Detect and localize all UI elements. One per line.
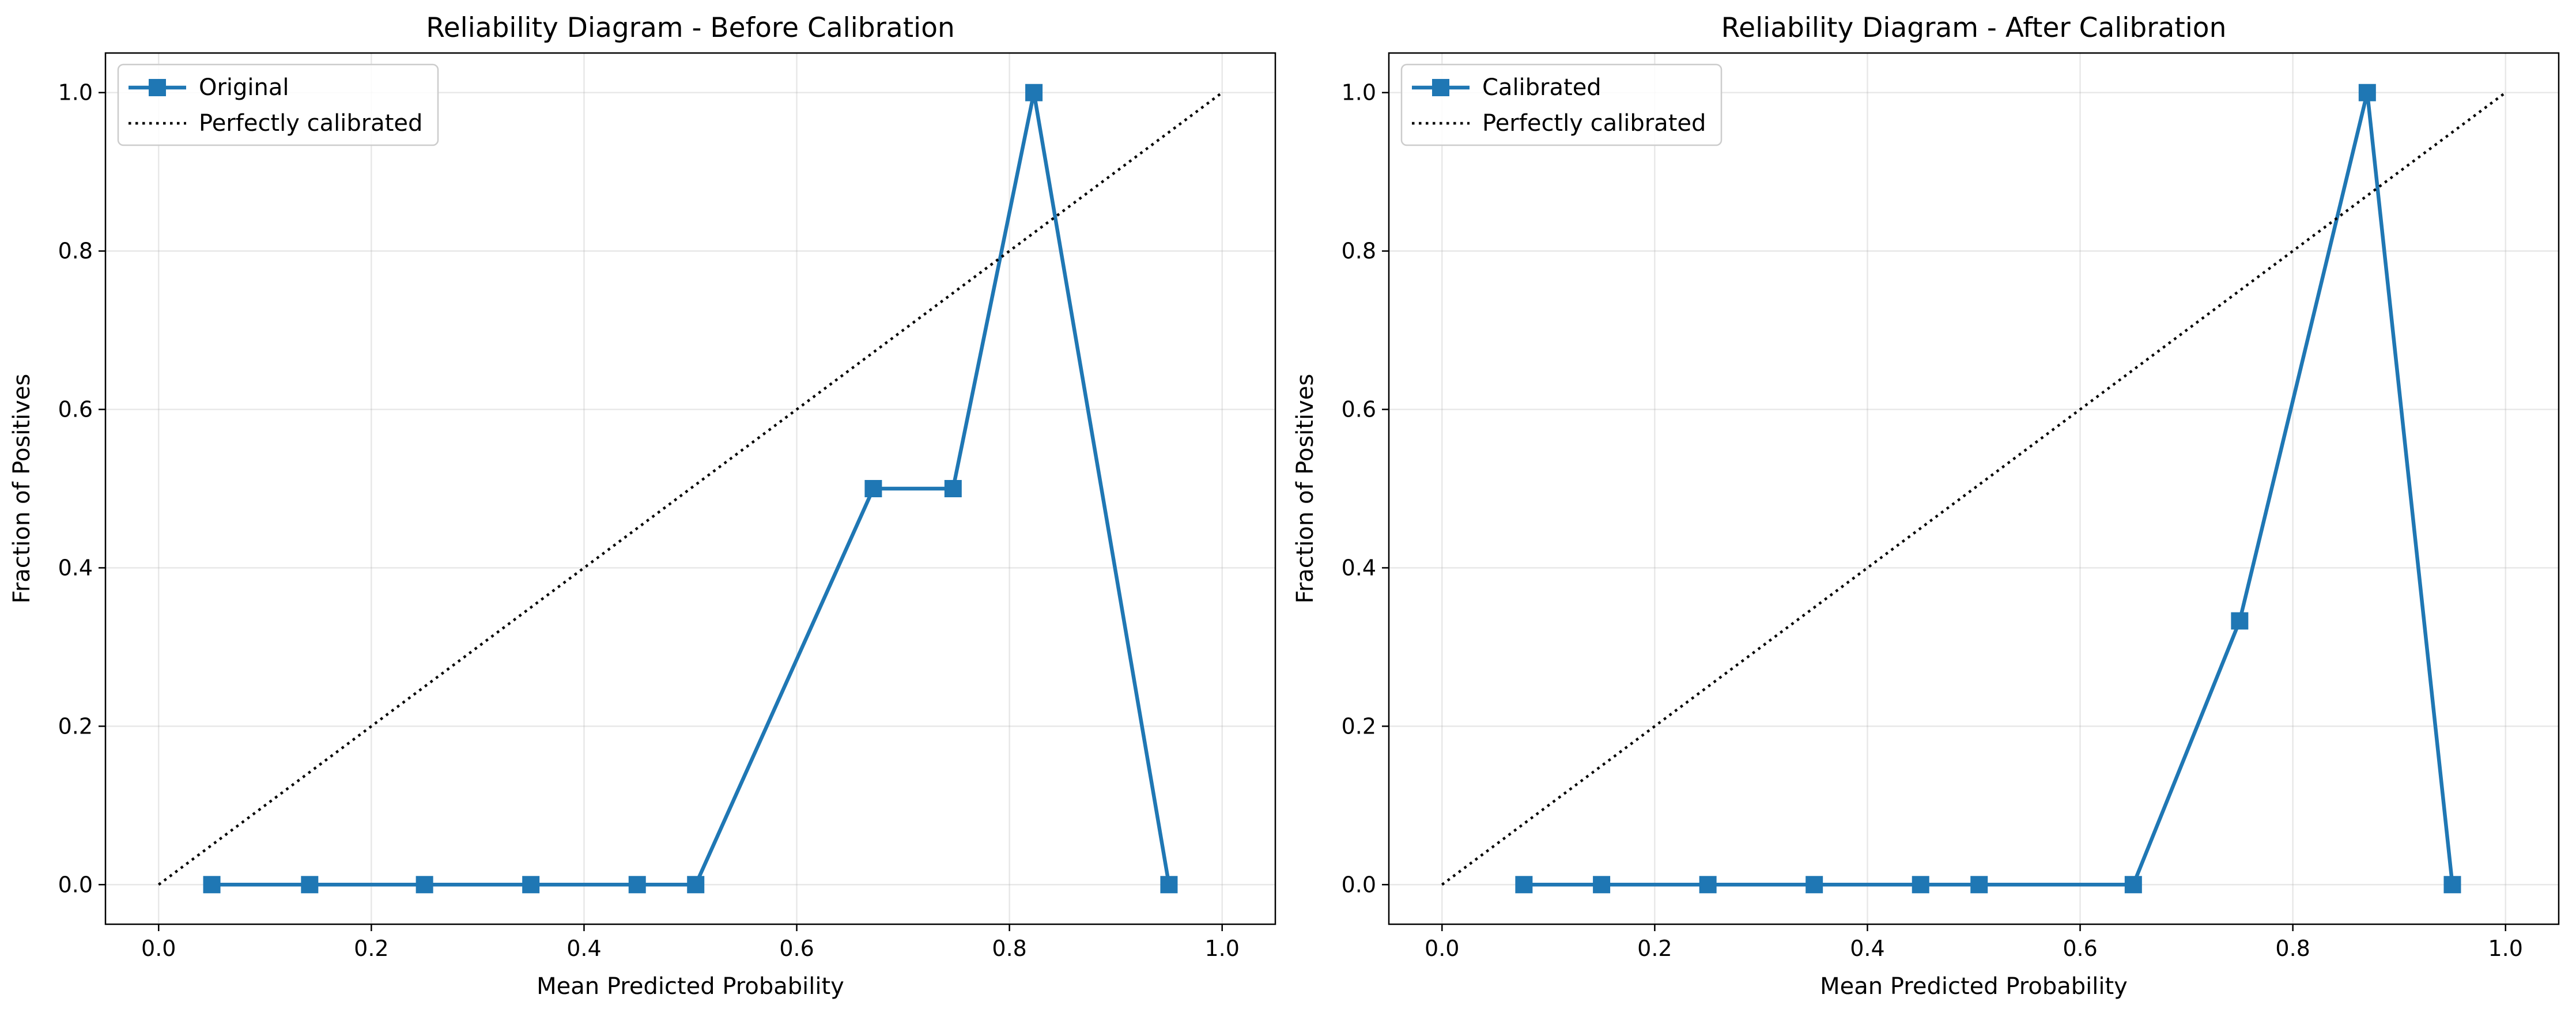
legend: Calibrated Perfectly calibrated <box>1400 63 1723 146</box>
data-point-marker <box>2358 84 2376 101</box>
series-1 <box>1515 84 2461 894</box>
y-tick-label: 0.6 <box>1342 397 1376 422</box>
data-point-marker <box>522 876 540 894</box>
x-tick-label: 0.4 <box>1850 936 1884 961</box>
data-point-marker <box>864 480 882 497</box>
x-axis-label: Mean Predicted Probability <box>1820 973 2128 1000</box>
data-point-marker <box>628 876 646 894</box>
data-point-marker <box>301 876 319 894</box>
x-tick-label: 1.0 <box>1205 936 1240 961</box>
data-point-marker <box>2124 876 2142 894</box>
y-axis-label: Fraction of Positives <box>9 374 35 604</box>
x-tick-label: 0.8 <box>2275 936 2310 961</box>
data-point-marker <box>416 876 433 894</box>
data-point-marker <box>1025 84 1043 101</box>
x-tick-label: 0.4 <box>566 936 601 961</box>
series-line <box>211 90 1171 887</box>
x-tick-label: 0.0 <box>1425 936 1459 961</box>
y-tick-label: 1.0 <box>1342 80 1376 105</box>
data-point-marker <box>1970 876 1988 894</box>
data-point-marker <box>1699 876 1717 894</box>
legend: Original Perfectly calibrated <box>117 63 439 146</box>
series-line <box>1524 90 2454 887</box>
data-point-marker <box>203 876 221 894</box>
y-tick-label: 0.8 <box>1342 239 1376 264</box>
chart-title: Reliability Diagram - After Calibration <box>1721 12 2227 44</box>
legend-label: Perfectly calibrated <box>1482 110 1706 137</box>
data-point-marker <box>2231 612 2249 630</box>
x-axis-label: Mean Predicted Probability <box>537 973 844 1000</box>
x-tick-label: 0.6 <box>779 936 814 961</box>
data-point-marker <box>1515 876 1533 894</box>
x-tick-label: 0.6 <box>2063 936 2097 961</box>
axes-frame <box>104 52 1276 925</box>
x-tick-label: 0.0 <box>141 936 176 961</box>
data-point-marker <box>687 876 705 894</box>
y-tick-label: 0.2 <box>1342 713 1376 739</box>
y-tick-label: 1.0 <box>58 80 93 105</box>
grid <box>105 53 1275 924</box>
legend-box <box>117 63 439 146</box>
legend-label: Original <box>199 74 289 101</box>
x-tick-label: 0.2 <box>354 936 388 961</box>
y-tick-label: 0.2 <box>58 713 93 739</box>
y-tick-label: 0.0 <box>58 872 93 897</box>
data-point-marker <box>1912 876 1929 894</box>
chart-panel-2: 0.0 0.2 0.4 0.6 0.8 1.0 0.0 0.2 0.4 0.6 0.8 1.0 Mean… <box>1292 12 2560 1000</box>
data-point-marker <box>1806 876 1823 894</box>
data-point-marker <box>944 480 962 497</box>
legend-swatch-marker <box>149 79 166 96</box>
chart-panel-1: 0.0 0.2 0.4 0.6 0.8 1.0 0.0 0.2 0.4 0.6 0.8 1.0 Mean… <box>9 12 1276 1000</box>
y-tick-label: 0.0 <box>1342 872 1376 897</box>
data-point-marker <box>2443 876 2461 894</box>
legend-swatch-marker <box>1432 79 1449 96</box>
y-tick-label: 0.4 <box>1342 555 1376 580</box>
series-1 <box>203 84 1178 894</box>
y-axis-label: Fraction of Positives <box>1292 374 1319 604</box>
data-point-marker <box>1593 876 1611 894</box>
legend-label: Calibrated <box>1482 74 1601 101</box>
axes-frame <box>1388 52 2560 925</box>
x-tick-label: 0.2 <box>1637 936 1672 961</box>
legend-box <box>1400 63 1723 146</box>
x-tick-label: 0.8 <box>992 936 1026 961</box>
y-tick-label: 0.6 <box>58 397 93 422</box>
legend-label: Perfectly calibrated <box>199 110 422 137</box>
y-tick-label: 0.4 <box>58 555 93 580</box>
data-point-marker <box>1160 876 1178 894</box>
chart-title: Reliability Diagram - Before Calibration <box>426 12 955 44</box>
x-tick-label: 1.0 <box>2488 936 2523 961</box>
y-tick-label: 0.8 <box>58 239 93 264</box>
